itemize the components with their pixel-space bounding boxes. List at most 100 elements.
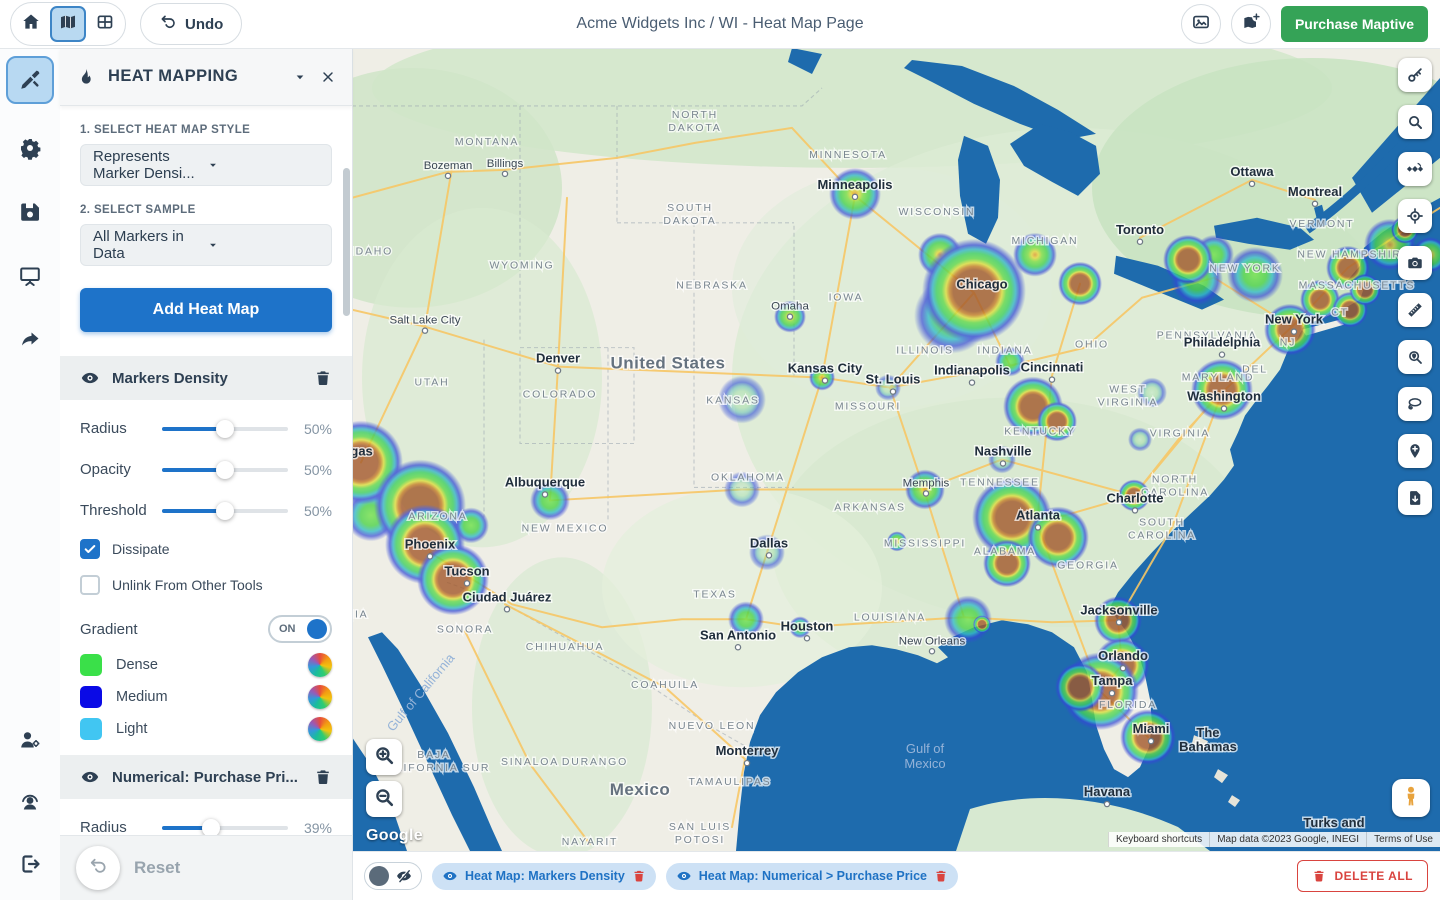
zoom-in-button[interactable] <box>366 739 402 775</box>
checkbox-dissipate[interactable]: Dissipate <box>80 531 332 567</box>
trash-icon <box>1312 869 1326 883</box>
delete-all-button[interactable]: DELETE ALL <box>1297 860 1428 892</box>
rail-support-button[interactable] <box>10 782 50 822</box>
trash-icon[interactable] <box>314 369 332 387</box>
rail-logout-button[interactable] <box>10 844 50 884</box>
color-swatch-dense[interactable] <box>80 654 102 676</box>
slider-fill <box>162 426 225 431</box>
color-swatch-light[interactable] <box>80 718 102 740</box>
table-view-button[interactable] <box>88 7 122 41</box>
slider-track-radius[interactable] <box>162 818 288 835</box>
rail-user-gear-button[interactable] <box>10 720 50 760</box>
heat-map-chip[interactable]: Heat Map: Numerical > Purchase Price <box>665 862 959 890</box>
color-wheel-icon[interactable] <box>308 717 332 741</box>
map-label: TEXAS <box>693 589 736 600</box>
city-dot <box>999 460 1007 467</box>
trash-icon[interactable] <box>632 869 646 883</box>
city-dot <box>1119 664 1127 672</box>
map-tool-key-button[interactable] <box>1398 58 1432 92</box>
heat-map-chip[interactable]: Heat Map: Markers Density <box>432 862 656 890</box>
color-swatch-medium[interactable] <box>80 686 102 708</box>
map-tool-satellite-button[interactable] <box>1398 152 1432 186</box>
trash-icon[interactable] <box>314 768 332 786</box>
slider-handle[interactable] <box>202 818 221 835</box>
gradient-toggle[interactable]: ON <box>268 615 332 643</box>
reset-button[interactable] <box>76 846 120 890</box>
map-tool-camera-button[interactable] <box>1398 246 1432 280</box>
heat-blob-hot <box>1118 479 1150 512</box>
rail-tools-button[interactable] <box>6 56 54 104</box>
map-toolbar <box>1398 58 1432 515</box>
zoom-out-button[interactable] <box>366 781 402 817</box>
slider-fill <box>162 508 225 513</box>
map-tool-lasso-button[interactable] <box>1398 387 1432 421</box>
map-canvas[interactable]: United States Mexico Gulf of Mexico Gulf of … <box>352 48 1440 851</box>
home-button[interactable] <box>14 7 48 41</box>
new-map-button[interactable] <box>1230 4 1271 44</box>
rail-present-button[interactable] <box>10 256 50 296</box>
map-view-button[interactable] <box>50 6 86 42</box>
map-tool-search-button[interactable] <box>1398 105 1432 139</box>
keyboard-shortcuts-link[interactable]: Keyboard shortcuts <box>1108 832 1210 847</box>
save-icon <box>18 200 42 224</box>
heat-blob-hot <box>417 543 489 616</box>
heat-map-style-select[interactable]: Represents Marker Densi... <box>80 144 332 186</box>
map-label: Memphis <box>903 477 950 489</box>
trash-icon[interactable] <box>934 869 948 883</box>
map-tool-ruler-button[interactable] <box>1398 293 1432 327</box>
slider-handle[interactable] <box>216 460 234 479</box>
eye-icon[interactable] <box>676 868 692 884</box>
street-view-pegman-button[interactable] <box>1392 779 1430 817</box>
eye-icon[interactable] <box>80 368 100 388</box>
map-tool-search-pin-button[interactable] <box>1398 340 1432 374</box>
undo-button[interactable]: Undo <box>140 3 243 45</box>
slider-track-radius[interactable] <box>162 419 288 438</box>
rail-gear-button[interactable] <box>10 128 50 168</box>
undo-icon <box>159 13 177 35</box>
rail-share-button[interactable] <box>10 320 50 360</box>
hide-heat-maps-toggle[interactable] <box>364 862 422 890</box>
collapse-chevron-icon[interactable] <box>292 69 308 85</box>
map-attribution: Keyboard shortcuts Map data ©2023 Google… <box>1108 832 1440 847</box>
terms-of-use-link[interactable]: Terms of Use <box>1366 832 1440 847</box>
section-header-markers-density: Markers Density <box>60 356 352 400</box>
gulf-of-california <box>368 632 502 851</box>
checkbox-checked[interactable] <box>80 539 100 559</box>
eye-icon[interactable] <box>442 868 458 884</box>
map-label: UTAH <box>415 378 450 389</box>
slider-value: 50% <box>303 461 332 478</box>
map-label: Atlanta <box>1016 507 1061 522</box>
color-wheel-icon[interactable] <box>308 653 332 677</box>
map-label: Tucson <box>444 563 489 578</box>
map-label: POTOSI <box>675 835 725 846</box>
heat-blob-hot <box>1055 662 1105 713</box>
color-wheel-icon[interactable] <box>308 685 332 709</box>
map-tool-add-pin-button[interactable] <box>1398 434 1432 468</box>
slider-track-opacity[interactable] <box>162 460 288 479</box>
map-tool-export-button[interactable] <box>1398 481 1432 515</box>
close-panel-icon[interactable] <box>320 69 336 85</box>
slider-handle[interactable] <box>216 419 234 438</box>
purchase-maptive-button[interactable]: Purchase Maptive <box>1280 6 1428 42</box>
sample-select[interactable]: All Markers in Data <box>80 224 332 266</box>
checkbox-unlink-from-other-tools[interactable]: Unlink From Other Tools <box>80 567 332 603</box>
checkbox-unchecked[interactable] <box>80 575 100 595</box>
map-label: NAYARIT <box>562 837 619 848</box>
map-tool-locate-button[interactable] <box>1398 199 1432 233</box>
map-label: DAKOTA <box>668 123 721 134</box>
toggle-on-label: ON <box>279 623 296 635</box>
city-dot <box>1136 238 1144 246</box>
heat-blob-hot <box>1037 401 1077 442</box>
map-label: GEORGIA <box>1057 560 1119 571</box>
rail-save-button[interactable] <box>10 192 50 232</box>
panel-scrollbar[interactable] <box>343 168 350 316</box>
satellite-icon <box>1406 160 1424 178</box>
map-label: Ottawa <box>1230 164 1274 179</box>
image-export-button[interactable] <box>1180 4 1221 44</box>
map-label: SOUTH <box>1139 517 1185 528</box>
slider-track-threshold[interactable] <box>162 501 288 520</box>
eye-icon[interactable] <box>80 767 100 787</box>
add-heat-map-button[interactable]: Add Heat Map <box>80 288 332 332</box>
slider-handle[interactable] <box>216 501 234 520</box>
